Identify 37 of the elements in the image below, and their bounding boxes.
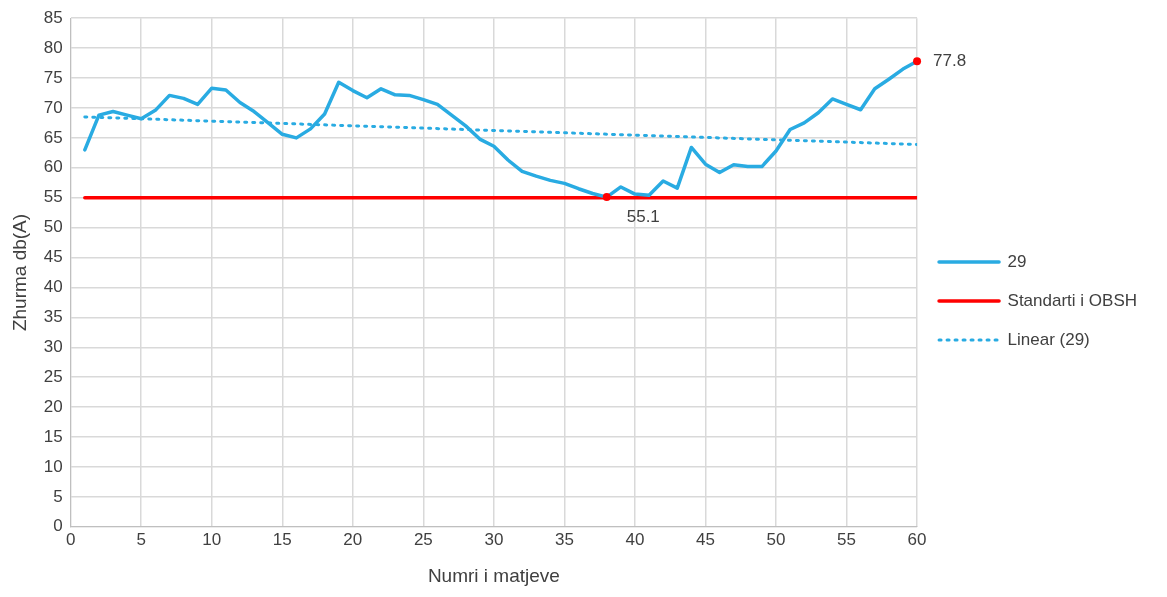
x-tick-label: 20 [343, 529, 363, 549]
y-tick-label: 85 [43, 7, 63, 27]
y-tick-label: 45 [43, 247, 63, 267]
annotation: 77.8 [933, 50, 967, 70]
y-tick-label: 25 [43, 366, 63, 386]
y-tick-label: 40 [43, 277, 63, 297]
y-tick-label: 15 [43, 426, 63, 446]
x-tick-label: 10 [202, 529, 222, 549]
y-tick-label: 0 [53, 516, 63, 536]
y-tick-label: 5 [53, 486, 63, 506]
x-tick-label: 45 [696, 529, 715, 549]
legend-label: Linear (29) [1007, 329, 1090, 349]
y-tick-label: 10 [43, 456, 63, 476]
y-tick-label: 30 [43, 336, 63, 356]
y-tick-label: 75 [43, 67, 63, 87]
x-tick-label: 55 [837, 529, 856, 549]
legend-label: Standarti i OBSH [1007, 290, 1138, 310]
x-tick-label: 5 [136, 529, 146, 549]
x-tick-label: 30 [484, 529, 504, 549]
x-tick-label: 35 [554, 529, 574, 549]
x-tick-label: 60 [907, 529, 927, 549]
x-tick-label: 25 [413, 529, 433, 549]
legend-label: 29 [1007, 251, 1027, 271]
y-tick-label: 60 [43, 157, 63, 177]
y-tick-label: 35 [43, 307, 63, 327]
x-tick-label: 40 [625, 529, 645, 549]
y-axis-title: Zhurma db(A) [8, 213, 30, 332]
x-tick-label: 15 [272, 529, 292, 549]
x-axis-title: Numri i matjeve [427, 564, 560, 586]
x-tick-label: 50 [766, 529, 786, 549]
y-tick-label: 80 [43, 37, 63, 57]
y-tick-label: 65 [43, 127, 63, 147]
annotation: 55.1 [626, 206, 660, 226]
y-tick-label: 20 [43, 396, 63, 416]
y-tick-label: 50 [43, 217, 63, 237]
y-tick-label: 70 [43, 97, 63, 117]
y-tick-label: 55 [43, 187, 63, 207]
